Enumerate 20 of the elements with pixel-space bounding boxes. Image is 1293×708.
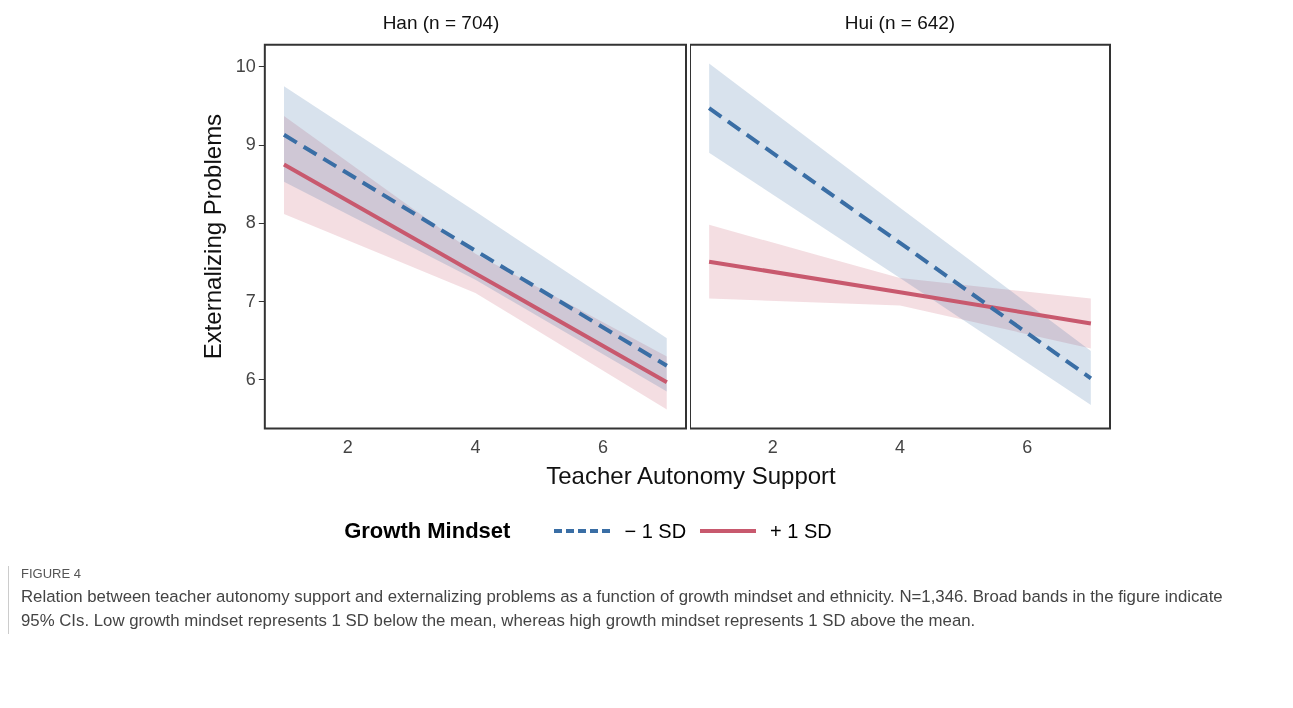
y-axis-title: Externalizing Problems bbox=[199, 113, 227, 360]
chart-title: Hui (n = 642) bbox=[844, 11, 956, 33]
text: Relation between teacher autonomy support and externalizing problems as a function of growth mindset and ethnicity. N=1,346. Broad bands in the figure indicate 95% CIs. Low growth mindset represents 1 SD below the mean, whereas high growth mindset represents 1 SD above the mean. bbox=[21, 586, 1224, 633]
legend-title: Growth Mindset bbox=[344, 518, 511, 544]
y-tick-label: 9 bbox=[245, 133, 256, 154]
y-tick-label: 10 bbox=[235, 55, 256, 76]
y-tick-label: 7 bbox=[245, 290, 256, 311]
y-tick-label: 6 bbox=[245, 368, 256, 389]
x-tick-label: 6 bbox=[1022, 437, 1033, 458]
y-tick-label: 8 bbox=[245, 212, 256, 233]
x-axis-title: Teacher Autonomy Support bbox=[545, 462, 837, 490]
chart-title: Han (n = 704) bbox=[382, 11, 500, 33]
legend-label: − 1 SD bbox=[624, 519, 687, 543]
x-tick-label: 2 bbox=[767, 437, 778, 458]
caption: FIGURE 4 bbox=[21, 566, 82, 581]
x-tick-label: 2 bbox=[342, 437, 353, 458]
x-tick-label: 6 bbox=[598, 437, 609, 458]
x-tick-label: 4 bbox=[894, 437, 906, 458]
x-tick-label: 4 bbox=[470, 437, 481, 458]
legend-label: + 1 SD bbox=[770, 519, 832, 543]
